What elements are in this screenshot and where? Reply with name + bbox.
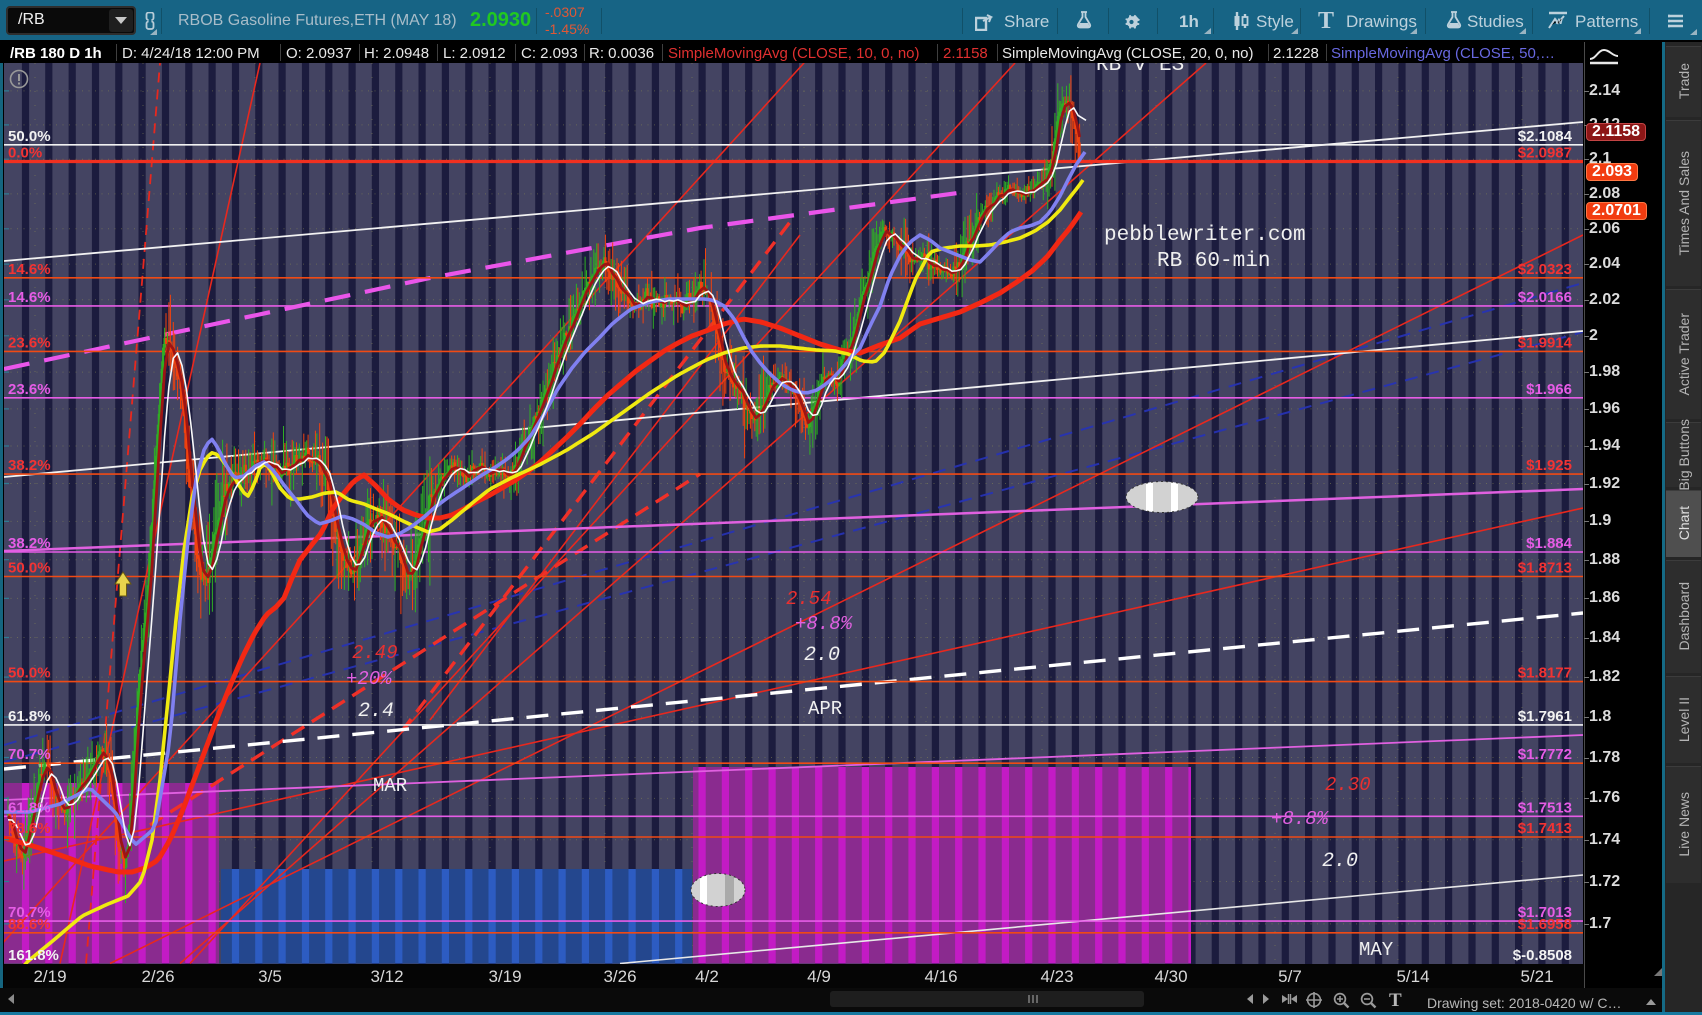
svg-text:50.0%: 50.0% <box>8 665 51 682</box>
svg-text:2.0: 2.0 <box>1322 850 1358 873</box>
svg-text:$1.884: $1.884 <box>1526 535 1573 552</box>
svg-text:70.7%: 70.7% <box>8 904 51 921</box>
svg-text:38.2%: 38.2% <box>8 457 51 474</box>
svg-text:$1.7413: $1.7413 <box>1518 820 1572 837</box>
svg-text:23.6%: 23.6% <box>8 381 51 398</box>
svg-text:14.6%: 14.6% <box>8 289 51 306</box>
svg-text:APR: APR <box>808 698 842 720</box>
svg-text:88.6%: 88.6% <box>8 916 51 933</box>
svg-text:50.0%: 50.0% <box>8 560 51 577</box>
svg-text:23.6%: 23.6% <box>8 334 51 351</box>
svg-text:$1.8713: $1.8713 <box>1518 560 1572 577</box>
svg-text:161.8%: 161.8% <box>8 947 59 964</box>
svg-text:2.4: 2.4 <box>358 700 394 723</box>
svg-text:pebblewriter.com: pebblewriter.com <box>1104 224 1306 247</box>
svg-text:+20%: +20% <box>346 668 393 690</box>
svg-text:w: w <box>1554 16 1563 27</box>
svg-text:$1.7961: $1.7961 <box>1518 708 1572 725</box>
svg-text:61.8%: 61.8% <box>8 799 51 816</box>
svg-text:2.49: 2.49 <box>352 642 398 664</box>
svg-text:2.0: 2.0 <box>804 644 840 667</box>
svg-text:50.0%: 50.0% <box>8 128 51 145</box>
svg-text:2.54: 2.54 <box>786 588 832 610</box>
svg-text:$2.1084: $2.1084 <box>1518 128 1573 145</box>
svg-text:MAY: MAY <box>1359 939 1394 961</box>
svg-text:$2.0323: $2.0323 <box>1518 261 1572 278</box>
svg-text:$1.925: $1.925 <box>1526 457 1572 474</box>
svg-text:+8.8%: +8.8% <box>795 613 854 635</box>
svg-text:RB 60-min: RB 60-min <box>1157 250 1270 273</box>
svg-text:$-0.8508: $-0.8508 <box>1513 947 1572 964</box>
svg-text:61.8%: 61.8% <box>8 708 51 725</box>
svg-text:$2.0166: $2.0166 <box>1518 289 1572 306</box>
svg-text:$1.7772: $1.7772 <box>1518 746 1572 763</box>
svg-text:RB v ES: RB v ES <box>1096 63 1184 77</box>
svg-text:$1.8177: $1.8177 <box>1518 665 1572 682</box>
svg-text:2.30: 2.30 <box>1325 774 1371 796</box>
svg-text:$1.7513: $1.7513 <box>1518 799 1572 816</box>
svg-text:$2.0987: $2.0987 <box>1518 145 1572 162</box>
svg-text:78.6%: 78.6% <box>8 820 51 837</box>
svg-text:+8.8%: +8.8% <box>1271 808 1330 830</box>
svg-text:$1.966: $1.966 <box>1526 381 1572 398</box>
svg-text:14.6%: 14.6% <box>8 261 51 278</box>
svg-text:0.0%: 0.0% <box>8 145 42 162</box>
svg-text:MAR: MAR <box>373 775 407 797</box>
svg-text:38.2%: 38.2% <box>8 535 51 552</box>
svg-text:70.7%: 70.7% <box>8 746 51 763</box>
svg-text:$1.7013: $1.7013 <box>1518 904 1572 921</box>
svg-text:$1.9914: $1.9914 <box>1518 334 1573 351</box>
svg-text:$1.6958: $1.6958 <box>1518 916 1572 933</box>
